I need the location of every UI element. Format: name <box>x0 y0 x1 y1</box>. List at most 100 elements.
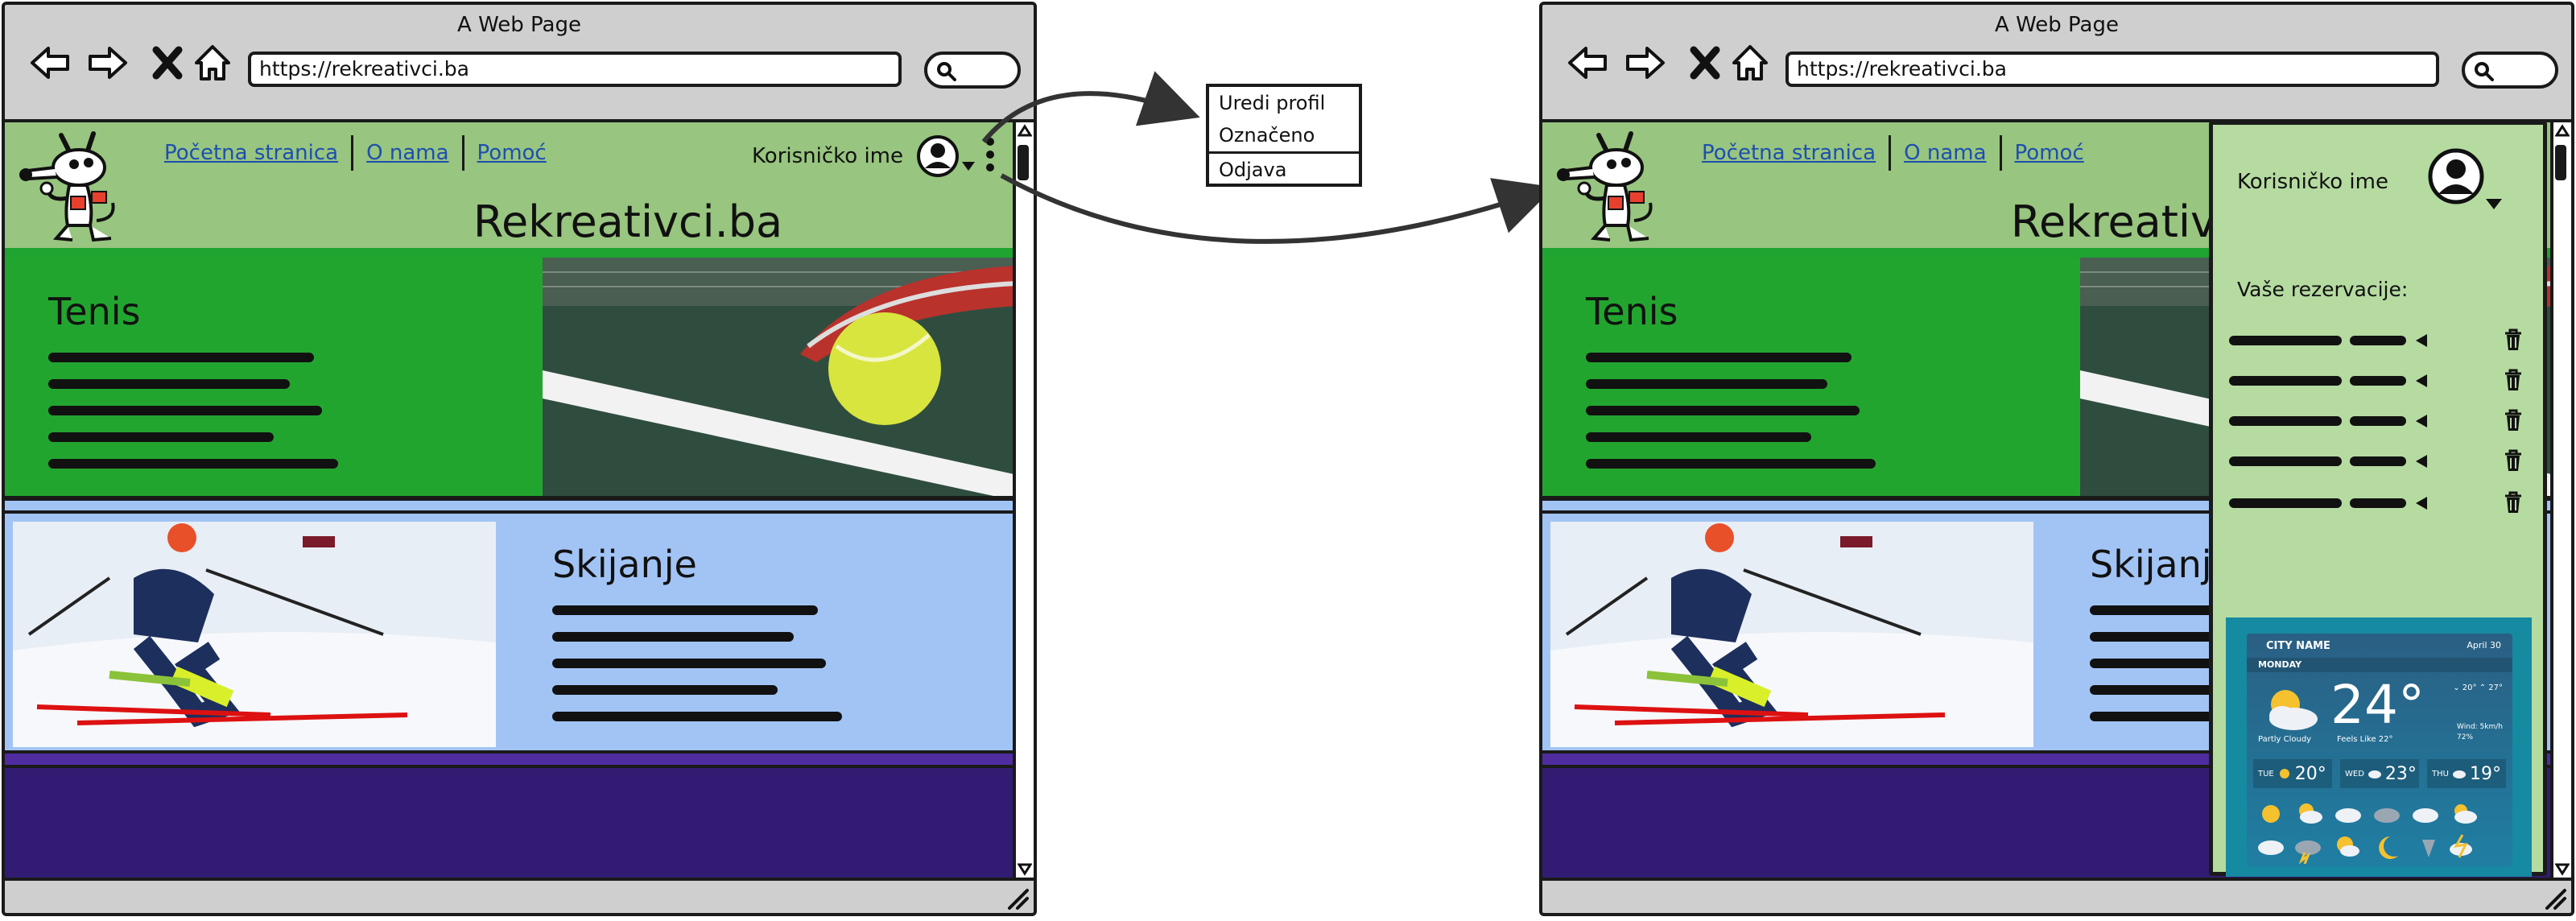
reservation-row[interactable] <box>2229 448 2527 473</box>
nav-link-help[interactable]: Pomoć <box>477 141 547 165</box>
tennis-section[interactable]: Tenis <box>5 258 1018 501</box>
stop-button[interactable] <box>1682 40 1728 85</box>
url-bar[interactable]: https://rekreativci.ba <box>1785 52 2439 87</box>
scroll-down-icon[interactable] <box>1018 863 1032 876</box>
trash-icon[interactable] <box>2503 408 2524 432</box>
tennis-image <box>543 258 1018 496</box>
nav-link-help[interactable]: Pomoć <box>2014 141 2084 165</box>
search-field[interactable] <box>2462 52 2558 89</box>
nav-link-home[interactable]: Početna stranica <box>1702 141 1876 165</box>
reservation-row[interactable] <box>2229 328 2527 352</box>
top-navigation: Početna stranica O nama Pomoć <box>1702 135 2097 171</box>
nav-separator <box>1999 135 2002 171</box>
tennis-title: Tenis <box>1586 290 1678 333</box>
weather-temperature: 24° <box>2330 674 2425 736</box>
page-viewport: Početna stranica O nama Pomoć Korisničko… <box>5 119 1018 881</box>
wolf-mascot-logo <box>19 131 115 242</box>
vertical-scrollbar[interactable] <box>1013 119 1034 881</box>
panel-username: Korisničko ime <box>2237 170 2388 194</box>
placeholder-text <box>1586 353 1876 485</box>
forward-button[interactable] <box>1623 40 1668 85</box>
weather-card: CITY NAME April 30 MONDAY 24° ⌄ 20° ⌃ 27… <box>2247 634 2512 867</box>
url-bar[interactable]: https://rekreativci.ba <box>248 52 902 87</box>
weather-widget: CITY NAME April 30 MONDAY 24° ⌄ 20° ⌃ 27… <box>2226 617 2532 877</box>
forward-button[interactable] <box>85 40 130 85</box>
scrollbar-thumb[interactable] <box>2555 145 2566 180</box>
forecast-temp: 19° <box>2469 763 2501 784</box>
back-button[interactable] <box>1565 40 1610 85</box>
trash-icon[interactable] <box>2503 448 2524 473</box>
weather-city: CITY NAME <box>2266 640 2330 652</box>
avatar-icon[interactable] <box>2427 147 2485 205</box>
nav-link-about[interactable]: O nama <box>366 141 449 165</box>
home-button[interactable] <box>190 40 235 85</box>
forward-arrow-icon <box>89 47 127 79</box>
user-dropdown-menu: Uredi profil Označeno Odjava <box>1206 84 1362 187</box>
tennis-title: Tenis <box>48 290 141 333</box>
placeholder-text <box>2229 374 2427 387</box>
skiing-image <box>13 522 496 747</box>
weather-minmax: ⌄ 20° ⌃ 27° <box>2453 684 2503 692</box>
user-menu[interactable]: Korisničko ime <box>752 132 976 180</box>
weather-humidity: 72% <box>2457 733 2474 741</box>
window-title: A Web Page <box>1995 13 2119 37</box>
browser-window-left: A Web Page https://rekreativci.ba <box>2 2 1037 916</box>
forecast-temp: 20° <box>2294 763 2326 784</box>
home-icon <box>195 45 230 81</box>
skiing-section[interactable]: Skijanje <box>5 510 1018 754</box>
search-field[interactable] <box>924 52 1021 89</box>
skiing-image <box>1550 522 2033 747</box>
forecast-day: THU 19° <box>2427 759 2506 788</box>
sun-icon <box>2279 769 2289 779</box>
trash-icon[interactable] <box>2503 368 2524 392</box>
stop-button[interactable] <box>145 40 190 85</box>
section-divider <box>5 754 1018 765</box>
placeholder-text <box>2229 497 2427 510</box>
nav-separator <box>461 135 464 171</box>
wolf-mascot-logo <box>1557 131 1653 242</box>
reservation-row[interactable] <box>2229 408 2527 432</box>
weather-condition: Partly Cloudy <box>2258 735 2312 744</box>
placeholder-text <box>2229 334 2427 347</box>
avatar-icon <box>917 135 959 177</box>
forecast-temp: 23° <box>2384 763 2417 784</box>
back-arrow-icon <box>31 47 69 79</box>
reservation-row[interactable] <box>2229 368 2527 392</box>
footer-section <box>5 765 1018 878</box>
site-title: Rekreativci.ba <box>473 196 783 247</box>
nav-separator <box>1889 135 1892 171</box>
kebab-menu-icon[interactable] <box>985 137 995 172</box>
close-icon <box>152 46 183 80</box>
resize-grip-icon[interactable] <box>1005 886 1029 910</box>
back-arrow-icon <box>1568 47 1607 79</box>
weather-date[interactable]: April 30 <box>2467 640 2501 650</box>
top-navigation: Početna stranica O nama Pomoć <box>164 135 559 171</box>
weather-feels-like: Feels Like 22° <box>2337 735 2393 744</box>
placeholder-text <box>552 605 842 738</box>
menu-item-edit-profile[interactable]: Uredi profil <box>1219 92 1326 114</box>
trash-icon[interactable] <box>2503 328 2524 352</box>
back-button[interactable] <box>27 40 72 85</box>
scroll-up-icon[interactable] <box>1018 124 1032 137</box>
nav-link-about[interactable]: O nama <box>1904 141 1987 165</box>
skiing-title: Skijanje <box>552 543 697 586</box>
user-side-panel: Korisničko ime Vaše rezervacije: CITY NA… <box>2209 121 2547 877</box>
search-icon <box>937 62 956 81</box>
weather-icon-set <box>2258 803 2477 864</box>
menu-item-logout[interactable]: Odjava <box>1209 151 1359 184</box>
resize-grip-icon[interactable] <box>2542 886 2566 910</box>
scroll-down-icon[interactable] <box>2555 863 2570 876</box>
forecast-day: TUE 20° <box>2253 759 2332 788</box>
reservation-row[interactable] <box>2229 490 2527 514</box>
scroll-up-icon[interactable] <box>2555 124 2570 137</box>
home-button[interactable] <box>1728 40 1773 85</box>
nav-link-home[interactable]: Početna stranica <box>164 141 339 165</box>
menu-item-bookmarked[interactable]: Označeno <box>1219 124 1315 147</box>
weather-wind: Wind: 5km/h 72% <box>2457 722 2503 743</box>
trash-icon[interactable] <box>2503 490 2524 514</box>
chevron-down-icon[interactable] <box>2485 197 2503 210</box>
vertical-scrollbar[interactable] <box>2550 119 2571 881</box>
scrollbar-thumb[interactable] <box>1018 145 1029 180</box>
site-header: Početna stranica O nama Pomoć Korisničko… <box>5 122 1018 258</box>
forecast-day: WED 23° <box>2340 759 2419 788</box>
